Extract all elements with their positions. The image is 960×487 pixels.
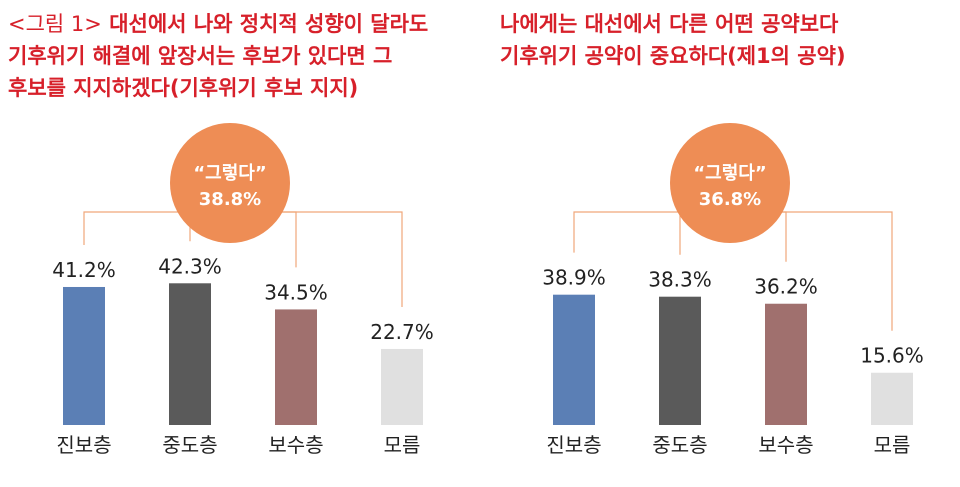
right-bubble-value: 36.8% (699, 189, 761, 210)
left-value-label-0: 41.2% (52, 258, 116, 282)
right-bubble-label: “그렇다” (693, 163, 766, 184)
chart-title-right: 나에게는 대선에서 다른 어떤 공약보다 기후위기 공약이 중요하다(제1의 공… (500, 12, 846, 68)
left-category-label-0: 진보층 (56, 433, 111, 457)
right-bar-3 (871, 372, 913, 425)
left-category-label-2: 보수층 (268, 433, 323, 457)
right-category-label-2: 보수층 (758, 433, 813, 457)
left-bar-3 (381, 348, 423, 425)
left-connector-line-3 (230, 211, 403, 307)
left-overall-bubble (170, 123, 290, 243)
right-value-label-0: 38.9% (542, 266, 606, 290)
left-value-label-1: 42.3% (158, 254, 222, 278)
chart-title-left: <그림 1> 대선에서 나와 정치적 성향이 달라도 기후위기 해결에 앞장서는… (8, 8, 468, 104)
figure-number: <그림 1> (8, 12, 102, 36)
right-bar-0 (553, 294, 595, 425)
right-overall-bubble (670, 123, 790, 243)
right-bar-1 (659, 296, 701, 425)
left-bar-2 (275, 309, 317, 425)
chart-title-left-text: 대선에서 나와 정치적 성향이 달라도 기후위기 해결에 앞장서는 후보가 있다… (8, 12, 429, 100)
left-value-label-3: 22.7% (370, 320, 434, 344)
left-bubble-label: “그렇다” (193, 163, 266, 184)
left-category-label-1: 중도층 (162, 433, 217, 457)
right-value-label-3: 15.6% (860, 344, 924, 368)
right-value-label-1: 38.3% (648, 268, 712, 292)
left-bar-0 (63, 286, 105, 425)
right-bar-2 (765, 303, 807, 425)
right-category-label-0: 진보층 (546, 433, 601, 457)
left-bubble-value: 38.8% (199, 189, 261, 210)
left-category-label-3: 모름 (384, 433, 421, 457)
right-connector-line-3 (730, 211, 893, 331)
left-bar-1 (169, 283, 211, 425)
right-category-label-3: 모름 (874, 433, 911, 457)
right-category-label-1: 중도층 (652, 433, 707, 457)
left-value-label-2: 34.5% (264, 280, 328, 304)
right-value-label-2: 36.2% (754, 275, 818, 299)
